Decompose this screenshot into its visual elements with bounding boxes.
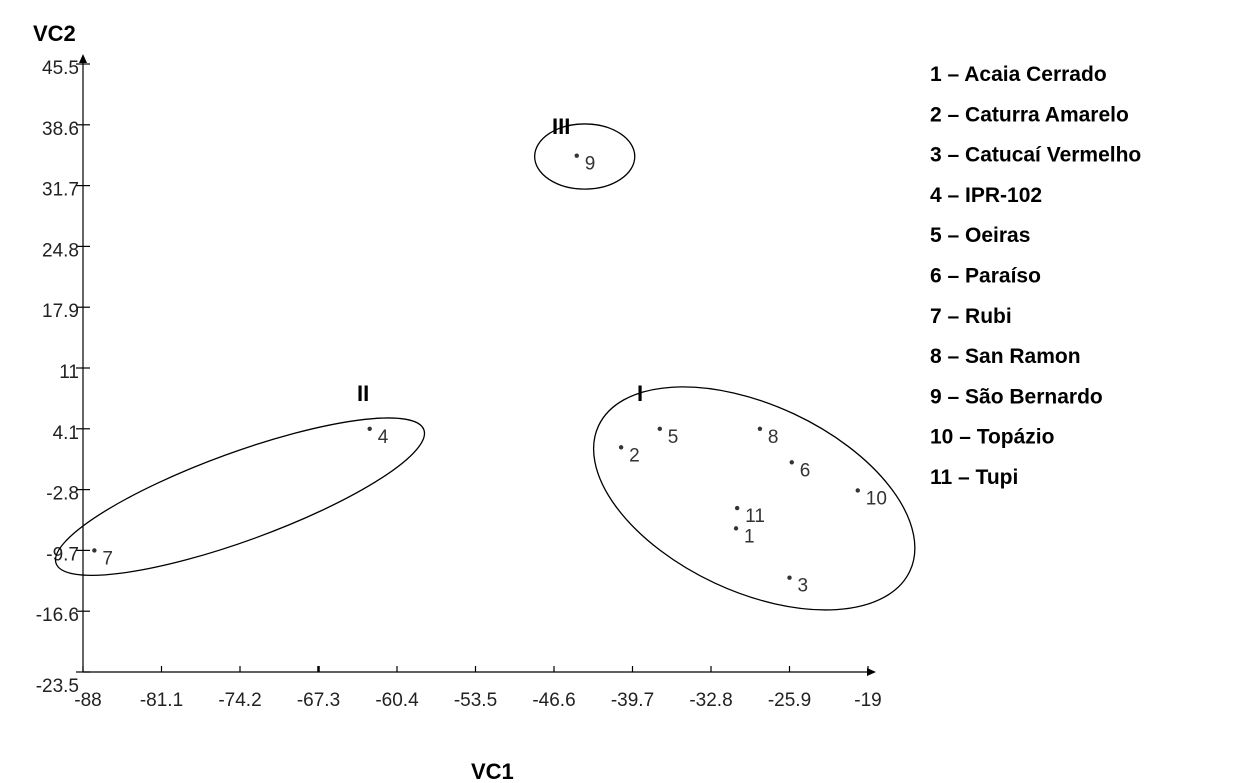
cluster-ellipse	[54, 417, 426, 576]
y-tick-label: 17.9	[42, 301, 79, 322]
cluster-ellipse	[592, 386, 916, 611]
data-point-label: 6	[800, 460, 811, 481]
data-point	[734, 505, 740, 511]
data-point-label: 8	[768, 427, 779, 448]
cluster-label: II	[357, 381, 369, 406]
y-axis-title: VC2	[33, 21, 76, 46]
x-tick-label: -46.6	[532, 690, 575, 711]
legend-item: 11 – Tupi	[930, 466, 1018, 489]
x-tick-label: -81.1	[140, 690, 183, 711]
legend-item: 4 – IPR-102	[930, 184, 1042, 207]
data-point-label: 1	[744, 526, 755, 547]
data-point	[789, 460, 794, 465]
legend-item: 1 – Acaia Cerrado	[930, 63, 1107, 86]
data-point	[757, 426, 763, 431]
legend-item: 5 – Oeiras	[930, 224, 1030, 247]
legend-item: 10 – Topázio	[930, 426, 1054, 449]
y-axis-arrow	[79, 54, 87, 63]
y-tick-label: 31.7	[42, 180, 79, 201]
cluster-ellipse	[534, 123, 636, 190]
data-point-label: 10	[866, 488, 887, 509]
data-point-label: 2	[629, 445, 640, 466]
legend-item: 8 – San Ramon	[930, 345, 1081, 368]
x-tick-label: -88	[74, 690, 101, 711]
y-tick-label: -9.7	[46, 544, 79, 565]
legend-item: 9 – São Bernardo	[930, 385, 1103, 408]
x-tick-label: -60.4	[375, 690, 419, 711]
cluster-label: III	[552, 114, 570, 139]
data-point	[657, 426, 663, 431]
legend: 1 – Acaia Cerrado 2 – Caturra Amarelo 3 – …	[930, 63, 1141, 489]
data-point	[855, 488, 860, 493]
data-point	[92, 548, 97, 553]
data-point-label: 9	[585, 154, 596, 175]
data-point-label: 5	[668, 427, 679, 448]
legend-item: 3 – Catucaí Vermelho	[930, 144, 1141, 167]
y-tick-label: -23.5	[36, 676, 79, 697]
y-tick-label: 11	[59, 362, 79, 383]
y-tick-label: 45.5	[42, 58, 79, 79]
data-point	[574, 153, 579, 158]
data-point	[733, 526, 739, 531]
y-tick-label: -2.8	[46, 484, 79, 505]
x-tick-label: -67.3	[297, 690, 340, 711]
x-tick-label: -74.2	[218, 690, 261, 711]
y-ticks: -23.5 -16.6 -9.7 -2.8 4.1 11 17.9 24.8 31.7 38.6 4…	[36, 58, 90, 697]
x-tick-label: -39.7	[611, 690, 654, 711]
data-points: 1 2 3 4 5 6 7 8 9 10 11	[92, 153, 887, 597]
data-point	[787, 575, 792, 580]
x-tick-label: -53.5	[454, 690, 497, 711]
x-tick-label: -32.8	[689, 690, 732, 711]
x-tick-label: -19	[854, 690, 881, 711]
legend-item: 7 – Rubi	[930, 305, 1012, 328]
legend-item: 2 – Caturra Amarelo	[930, 103, 1129, 126]
data-point	[618, 445, 624, 450]
data-point-label: 4	[378, 427, 389, 448]
x-axis-title: VC1	[471, 759, 514, 783]
data-point-label: 7	[102, 548, 113, 569]
y-tick-label: -16.6	[36, 605, 79, 626]
data-point-label: 3	[798, 576, 809, 597]
y-tick-label: 24.8	[42, 240, 79, 261]
data-point	[367, 426, 372, 431]
x-tick-label: -25.9	[768, 690, 811, 711]
y-tick-label: 4.1	[53, 423, 79, 444]
x-axis-arrow	[867, 668, 876, 676]
cluster-label: I	[637, 381, 643, 406]
data-point-label: 11	[745, 506, 765, 527]
y-tick-label: 38.6	[42, 119, 79, 140]
x-ticks: -88 -81.1 -74.2 -67.3 -60.4 -53.5 -46.6 -39.7 -3…	[74, 666, 882, 711]
legend-item: 6 – Paraíso	[930, 265, 1041, 288]
axes	[79, 54, 876, 676]
